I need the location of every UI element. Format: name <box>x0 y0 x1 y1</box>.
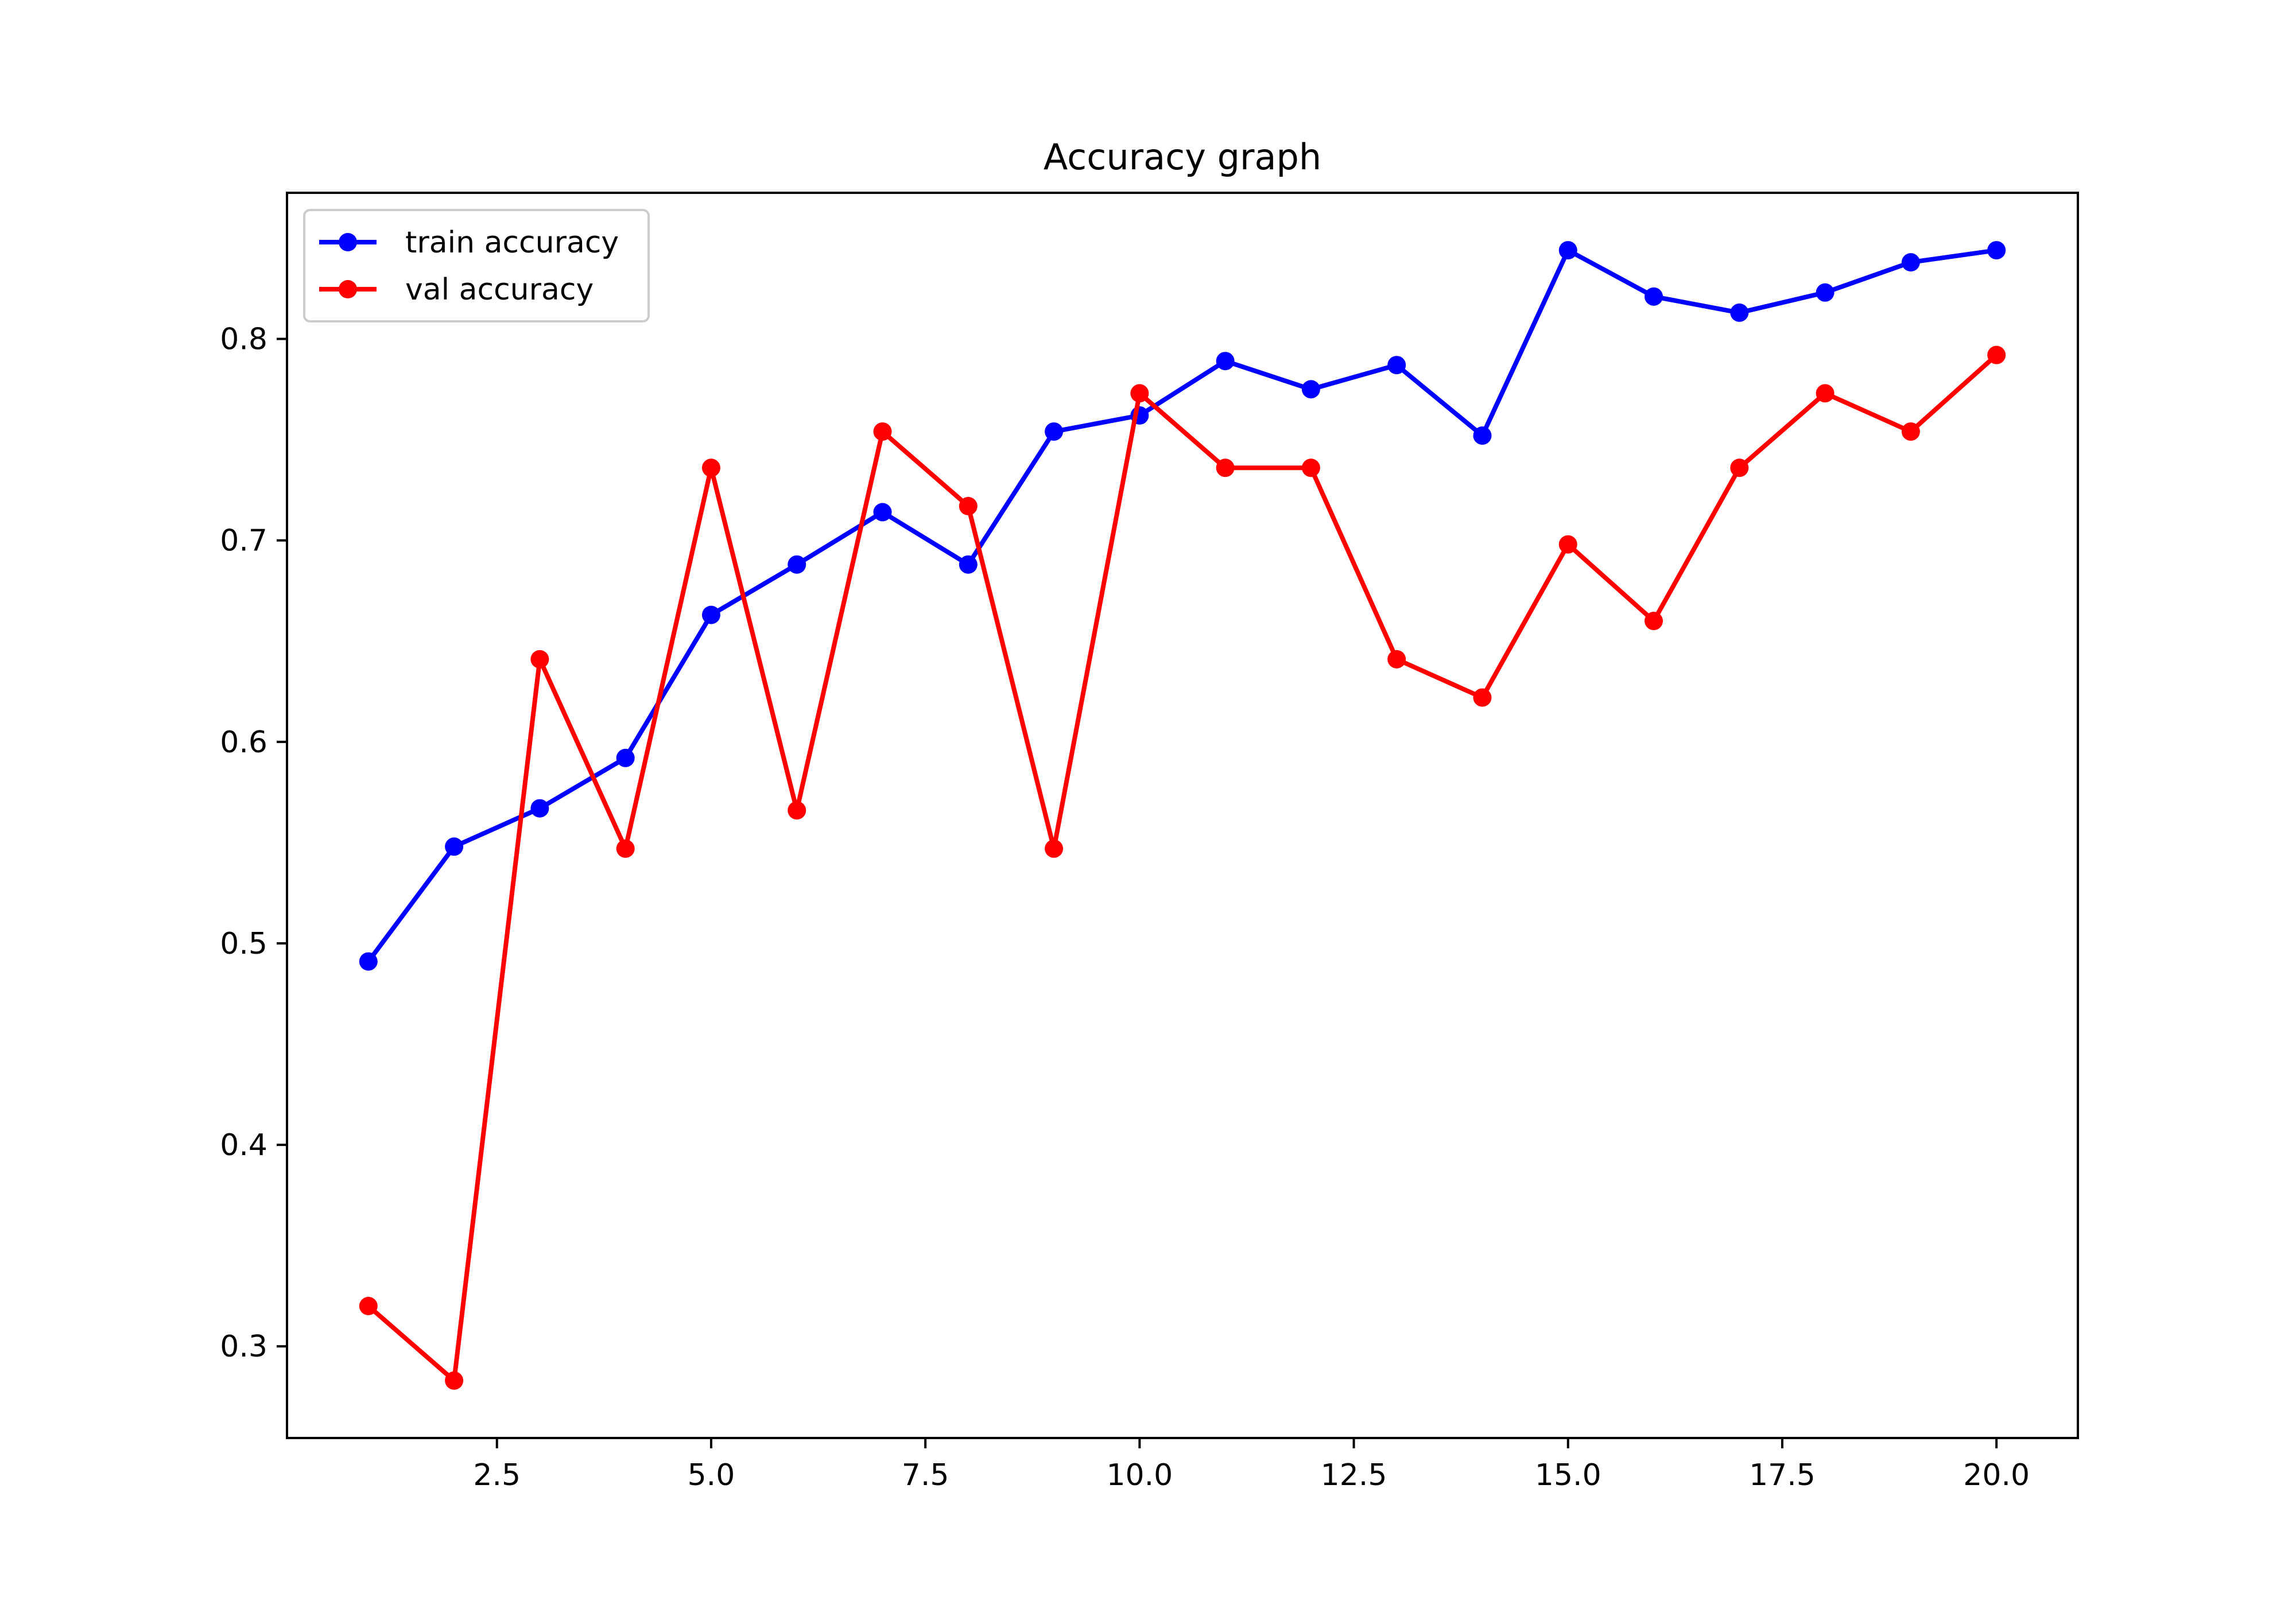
y-tick-label: 0.8 <box>220 322 267 357</box>
series-0-point <box>701 605 720 624</box>
series-1-point <box>701 458 720 477</box>
series-0-point <box>1816 283 1835 302</box>
legend: train accuracy val accuracy <box>303 209 650 322</box>
series-1-point <box>1216 458 1235 477</box>
chart-title: Accuracy graph <box>1044 136 1321 178</box>
series-1-point <box>1816 384 1835 403</box>
series-1-point <box>445 1371 464 1390</box>
x-tick-label: 5.0 <box>688 1458 735 1493</box>
series-1-point <box>1558 535 1577 554</box>
series-0-point <box>1730 303 1749 322</box>
series-0-point <box>1645 287 1663 306</box>
series-1-point <box>1987 345 2006 364</box>
x-tick-label: 20.0 <box>1963 1458 2030 1493</box>
series-1-point <box>788 801 806 820</box>
series-0-point <box>530 799 549 818</box>
legend-marker-1 <box>339 280 357 298</box>
x-tick-label: 7.5 <box>902 1458 949 1493</box>
y-tick-label: 0.4 <box>220 1128 267 1163</box>
series-1-point <box>1301 458 1320 477</box>
series-1-point <box>1473 688 1492 707</box>
series-0-point <box>1301 380 1320 399</box>
series-0-point <box>1987 241 2006 260</box>
legend-label-0: train accuracy <box>405 226 619 260</box>
series-1-point <box>359 1297 378 1316</box>
series-1-point <box>959 497 978 516</box>
series-1-point <box>873 422 892 441</box>
x-tick-label: 17.5 <box>1749 1458 1816 1493</box>
series-0-point <box>959 555 978 574</box>
series-0-point <box>1216 352 1235 371</box>
series-1-point <box>530 650 549 669</box>
series-0-point <box>1558 241 1577 260</box>
series-1-point <box>1045 839 1064 858</box>
series-1-point <box>616 839 635 858</box>
x-tick-label: 15.0 <box>1535 1458 1601 1493</box>
series-1-point <box>1901 422 1920 441</box>
y-tick-label: 0.6 <box>220 725 267 760</box>
y-tick-label: 0.3 <box>220 1330 267 1364</box>
x-tick-label: 12.5 <box>1321 1458 1387 1493</box>
series-0-point <box>873 503 892 522</box>
series-0-point <box>788 555 806 574</box>
series-0-point <box>1045 422 1064 441</box>
y-tick-label: 0.5 <box>220 927 267 961</box>
y-tick-label: 0.7 <box>220 524 267 558</box>
x-tick-label: 10.0 <box>1106 1458 1173 1493</box>
series-0-point <box>445 837 464 856</box>
series-0-point <box>1473 426 1492 445</box>
series-1-point <box>1130 384 1149 403</box>
legend-marker-0 <box>339 233 357 251</box>
series-0-point <box>1387 356 1406 375</box>
series-1-point <box>1387 650 1406 669</box>
plot-frame <box>286 192 2079 1439</box>
series-1-point <box>1730 458 1749 477</box>
x-tick-label: 2.5 <box>473 1458 521 1493</box>
series-0-point <box>616 748 635 767</box>
series-0-point <box>359 952 378 971</box>
legend-label-1: val accuracy <box>405 273 594 307</box>
series-1-point <box>1645 612 1663 631</box>
series-0-point <box>1901 253 1920 272</box>
legend-box <box>303 209 650 322</box>
series-line-0 <box>365 247 1999 965</box>
series-line-1 <box>365 352 2000 1383</box>
